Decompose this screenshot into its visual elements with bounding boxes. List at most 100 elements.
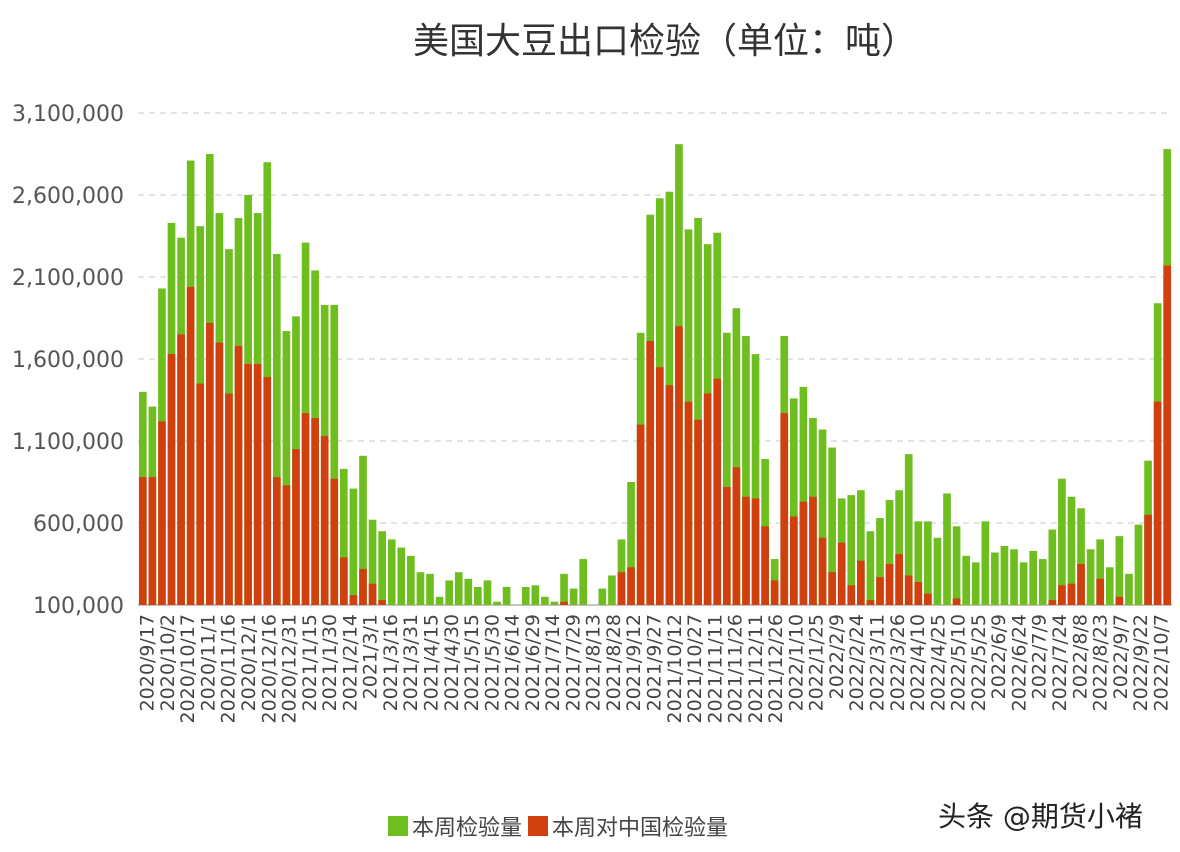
bar-china xyxy=(742,496,750,605)
bar-china xyxy=(196,383,205,605)
y-tick-label: 600,000 xyxy=(33,512,124,537)
bar-china xyxy=(368,583,377,605)
bar-weekly xyxy=(435,596,444,605)
x-tick-label: 2021/2/14 xyxy=(339,614,361,711)
bar-china xyxy=(617,572,626,605)
bar-weekly xyxy=(1000,545,1009,605)
bar-weekly xyxy=(416,572,425,605)
bar-weekly xyxy=(991,552,999,605)
bar-weekly xyxy=(1067,496,1076,605)
bar-weekly xyxy=(895,490,903,605)
bar-weekly xyxy=(789,398,798,605)
bar-china xyxy=(138,477,147,605)
bar-china xyxy=(1077,564,1085,605)
x-tick-label: 2022/8/23 xyxy=(1090,614,1112,711)
bar-weekly xyxy=(541,596,549,605)
bar-china xyxy=(205,322,214,605)
bar-weekly xyxy=(1125,573,1133,605)
bar-weekly xyxy=(1096,539,1105,605)
bar-china xyxy=(665,385,674,605)
bar-weekly xyxy=(924,521,932,605)
x-tick-label: 2022/4/25 xyxy=(927,614,949,711)
bar-weekly xyxy=(818,429,827,605)
watermark: 头条 @期货小褚 xyxy=(938,800,1143,833)
bar-weekly xyxy=(340,468,348,605)
bar-china xyxy=(158,421,166,605)
bar-weekly xyxy=(569,588,578,605)
bar-weekly xyxy=(426,573,434,605)
bar-china xyxy=(904,575,913,605)
bar-china xyxy=(148,477,157,605)
y-tick-label: 2,600,000 xyxy=(12,184,124,209)
x-tick-label: 2021/1/30 xyxy=(319,614,341,711)
bar-china xyxy=(272,477,281,605)
chart-title: 美国大豆出口检验（单位：吨） xyxy=(412,21,917,62)
bar-china xyxy=(866,600,875,605)
x-tick-label: 2021/12/11 xyxy=(745,614,767,724)
x-tick-label: 2020/12/16 xyxy=(258,614,280,724)
x-tick-label: 2022/3/11 xyxy=(867,614,889,711)
x-tick-label: 2021/8/28 xyxy=(603,614,625,711)
bar-china xyxy=(770,580,779,605)
bar-china xyxy=(857,560,865,605)
bar-weekly xyxy=(694,217,702,605)
bar-weekly xyxy=(445,580,453,605)
bar-china xyxy=(215,342,224,605)
bar-weekly xyxy=(608,575,616,605)
bar-china xyxy=(1048,600,1057,605)
legend-item-weekly[interactable]: 本周检验量 xyxy=(388,810,522,842)
x-tick-label: 2021/8/13 xyxy=(583,614,605,711)
bar-china xyxy=(646,340,655,605)
bar-china xyxy=(349,595,358,605)
x-axis-ticks: 2020/9/172020/10/22020/10/172020/11/1202… xyxy=(137,614,1173,724)
bar-china xyxy=(340,557,348,605)
legend-swatch-red xyxy=(528,816,549,836)
bar-china xyxy=(655,367,664,605)
bar-china xyxy=(359,568,367,605)
x-tick-label: 2021/3/31 xyxy=(400,614,422,711)
x-tick-label: 2021/10/12 xyxy=(664,614,686,724)
bar-weekly xyxy=(1010,549,1018,605)
bar-china xyxy=(761,526,769,605)
bar-weekly xyxy=(493,601,501,605)
bar-china xyxy=(311,418,319,605)
bar-weekly xyxy=(876,518,884,605)
bar-china xyxy=(560,601,568,605)
legend-item-china[interactable]: 本周对中国检验量 xyxy=(528,810,728,842)
bar-china xyxy=(1115,596,1124,605)
x-tick-label: 2022/7/24 xyxy=(1049,614,1071,711)
bar-weekly xyxy=(349,488,358,605)
x-tick-label: 2022/2/24 xyxy=(846,614,868,711)
bar-weekly xyxy=(885,500,894,605)
bar-china xyxy=(780,413,789,605)
bar-weekly xyxy=(579,559,588,605)
bar-weekly xyxy=(272,254,281,606)
bar-weekly xyxy=(866,531,875,605)
bar-weekly xyxy=(1019,562,1028,605)
bars xyxy=(138,144,1172,606)
x-tick-label: 2021/7/29 xyxy=(562,614,584,711)
legend: 本周检验量 本周对中国检验量 xyxy=(388,810,734,842)
bar-weekly xyxy=(1086,549,1095,605)
bar-china xyxy=(330,478,339,605)
bar-china xyxy=(809,496,817,605)
bar-weekly xyxy=(502,586,511,605)
bar-weekly xyxy=(521,586,530,605)
bar-weekly xyxy=(1115,536,1124,605)
x-tick-label: 2021/12/26 xyxy=(765,614,787,724)
bar-china xyxy=(282,485,291,605)
bar-weekly xyxy=(359,455,367,605)
x-tick-label: 2022/4/10 xyxy=(907,614,929,711)
bar-weekly xyxy=(828,447,836,605)
x-tick-label: 2022/5/25 xyxy=(968,614,990,711)
x-tick-label: 2022/6/9 xyxy=(988,614,1010,699)
bar-china xyxy=(684,401,693,605)
bar-weekly xyxy=(933,537,942,605)
x-tick-label: 2022/7/9 xyxy=(1029,614,1051,699)
bar-weekly xyxy=(397,547,406,605)
x-tick-label: 2021/6/14 xyxy=(502,614,524,711)
x-tick-label: 2020/11/16 xyxy=(218,614,240,724)
bar-weekly xyxy=(732,308,741,605)
y-axis-ticks: 3,100,000 2,600,000 2,100,000 1,600,000 1,10… xyxy=(12,102,124,619)
bar-weekly xyxy=(387,539,396,605)
